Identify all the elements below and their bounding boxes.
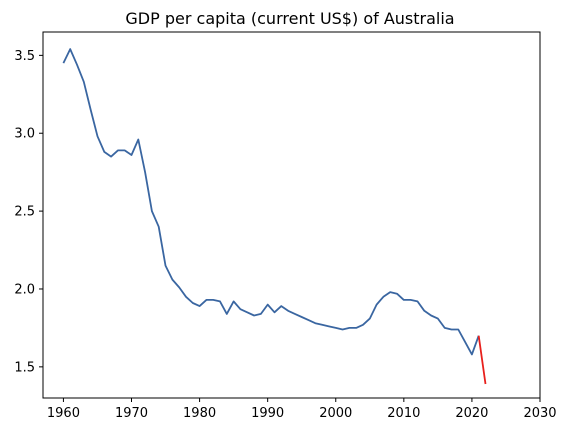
y-tick-label: 2.5 [14, 205, 35, 220]
y-tick-label: 2.0 [14, 282, 35, 297]
series-line-2 [477, 335, 487, 385]
x-axis: 1960 1970 1980 1990 2000 2010 2020 2030 [47, 398, 557, 421]
x-tick-label: 2020 [455, 406, 488, 421]
x-tick-label: 1960 [47, 406, 80, 421]
x-tick-label: 1980 [183, 406, 216, 421]
x-tick-label: 2000 [319, 406, 352, 421]
x-tick-label: 1990 [251, 406, 284, 421]
plot-area-frame [42, 31, 541, 399]
y-tick-label: 1.5 [14, 360, 35, 375]
series-layer [62, 48, 487, 385]
x-tick-label: 1970 [115, 406, 148, 421]
y-axis: 1.5 2.0 2.5 3.0 3.5 [14, 49, 43, 375]
chart-title: GDP per capita (current US$) of Australi… [125, 9, 454, 28]
y-tick-label: 3.5 [14, 49, 35, 64]
y-tick-label: 3.0 [14, 127, 35, 142]
x-tick-label: 2030 [523, 406, 556, 421]
x-tick-label: 2010 [387, 406, 420, 421]
series-line-1 [62, 48, 480, 356]
